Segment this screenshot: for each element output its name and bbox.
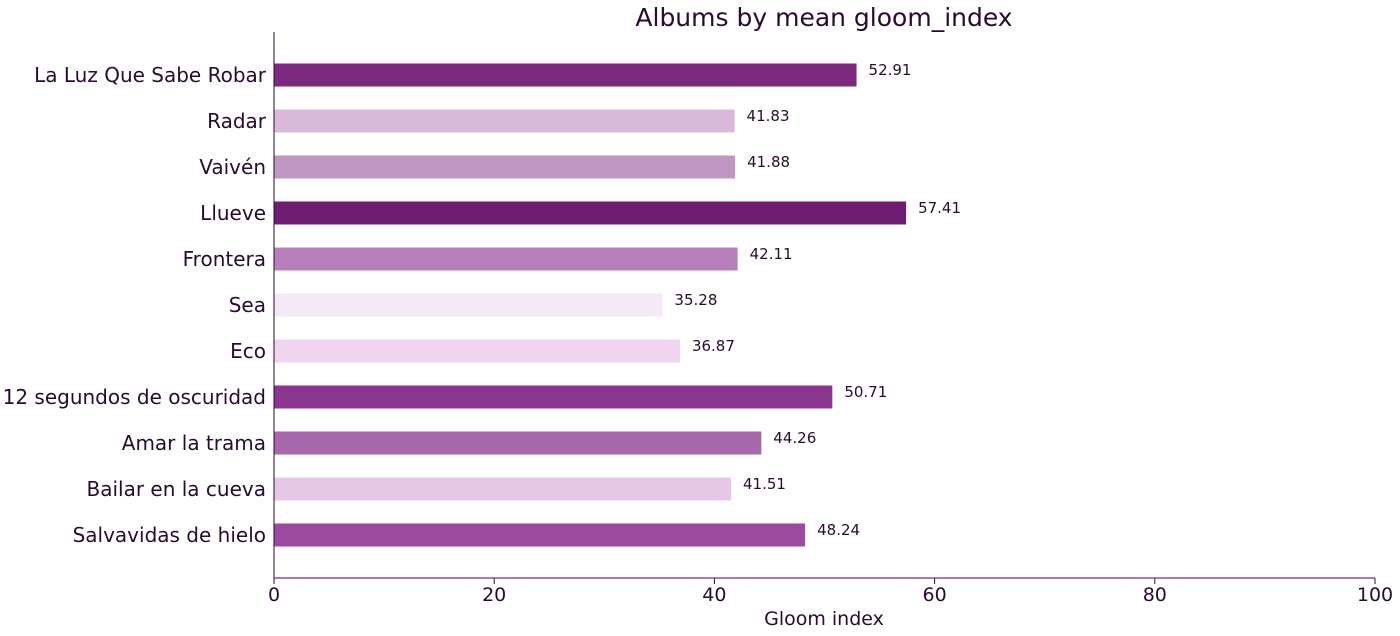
category-labels: La Luz Que Sabe Robar Radar Vaivén Llueve Fr… [3,63,267,547]
value-label: 52.91 [869,61,912,79]
bar [274,339,680,363]
bar [274,109,735,133]
x-tick-label: 0 [268,584,280,606]
category-label: Salvavidas de hielo [73,523,266,547]
x-tick-label: 40 [702,584,726,606]
x-axis-ticks: 0 20 40 60 80 100 [268,578,1393,606]
bar [274,247,738,271]
value-label: 36.87 [692,337,735,355]
x-tick-label: 80 [1143,584,1167,606]
bar [274,293,663,317]
category-label: Bailar en la cueva [86,477,266,501]
bar [274,385,833,409]
category-label: Radar [207,109,267,133]
bar [274,431,762,455]
category-label: Frontera [183,247,266,271]
value-label: 42.11 [750,245,793,263]
x-tick-label: 60 [923,584,947,606]
value-label: 48.24 [817,521,860,539]
category-label: Eco [230,339,266,363]
bars-group [274,63,907,547]
category-label: Llueve [200,201,266,225]
category-label: 12 segundos de oscuridad [3,385,266,409]
value-label: 44.26 [773,429,816,447]
bar [274,201,907,225]
chart-title: Albums by mean gloom_index [635,3,1012,32]
category-label: Amar la trama [122,431,266,455]
category-label: Sea [229,293,266,317]
bar [274,63,857,87]
x-tick-label: 100 [1357,584,1393,606]
category-label: Vaivén [199,155,266,179]
bar [274,155,736,179]
bar [274,477,732,501]
value-label: 57.41 [918,199,961,217]
value-label: 50.71 [844,383,887,401]
category-label: La Luz Que Sabe Robar [34,63,267,87]
value-label: 41.83 [747,107,790,125]
value-labels: 52.91 41.83 41.88 57.41 42.11 35.28 36.87 50.71… [674,61,961,539]
bar [274,523,806,547]
value-label: 41.88 [747,153,790,171]
value-label: 35.28 [674,291,717,309]
value-label: 41.51 [743,475,786,493]
x-tick-label: 20 [482,584,506,606]
x-axis-label: Gloom index [764,608,884,630]
